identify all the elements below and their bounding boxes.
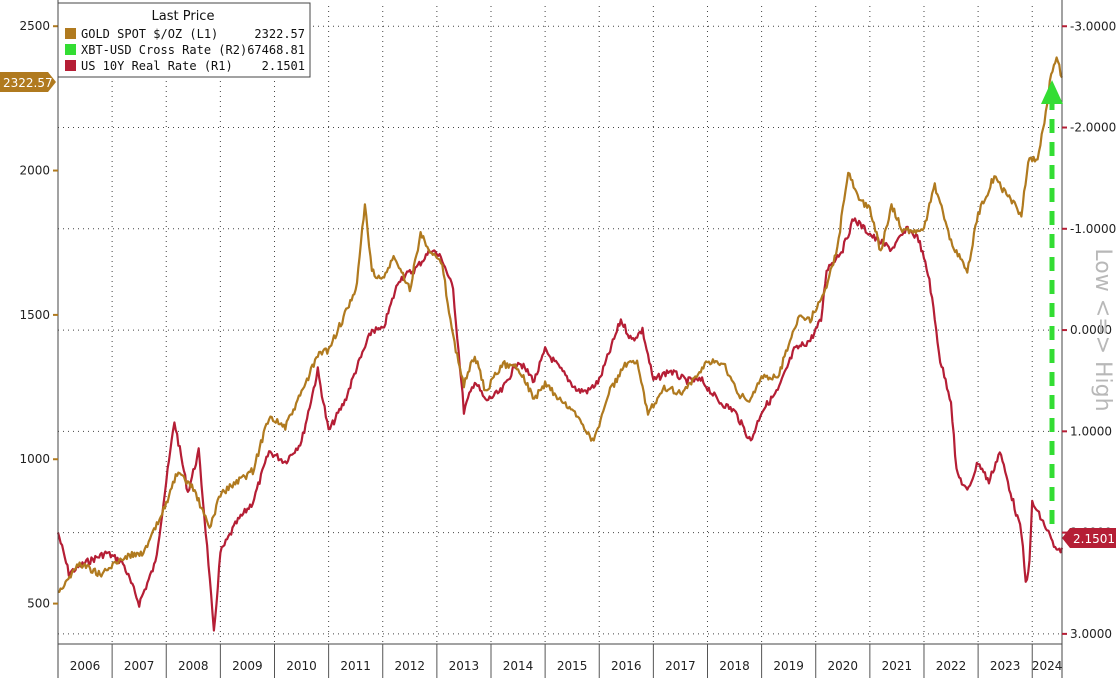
x-tick-label: 2014 [503,659,534,673]
legend-swatch [65,28,76,39]
right-tick-label: 1.0000 [1070,424,1112,438]
legend: Last Price GOLD SPOT $/OZ (L1) 2322.57 XBT… [57,2,311,78]
series-line-gold [57,56,1063,594]
left-tick-label: 500 [27,597,50,611]
left-tick-label: 2500 [19,19,50,33]
legend-series-name: XBT-USD Cross Rate (R2) [81,43,247,57]
legend-series-name: US 10Y Real Rate (R1) [81,59,233,73]
x-tick-label: 2007 [124,659,155,673]
legend-box [57,2,311,78]
green-dashed-arrow [1041,80,1063,524]
left-last-price-tag: 2322.57 [0,72,56,92]
legend-series-name: GOLD SPOT $/OZ (L1) [81,27,218,41]
right-tick-label: 0.0000 [1070,323,1112,337]
left-tag-shape [0,72,56,92]
axes [57,0,1063,678]
legend-title: Last Price [152,9,215,24]
x-tick-label: 2015 [557,659,588,673]
left-tick-label: 1000 [19,452,50,466]
right-tick-label: -1.0000 [1070,222,1116,236]
left-tag-value: 2322.57 [3,76,53,90]
x-tick-label: 2009 [232,659,263,673]
legend-last-value: 67468.81 [247,43,305,57]
x-tick-label: 2010 [286,659,317,673]
x-tick-label: 2008 [178,659,209,673]
left-axis: 500 1000 1500 2000 2500 [19,19,58,611]
x-tick-label: 2013 [449,659,480,673]
x-axis: 2006 2007 2008 2009 2010 2011 2012 2013 2014 2015… [70,644,1063,678]
arrow-head [1041,80,1063,104]
left-tick-label: 2000 [19,164,50,178]
right-tick-label: 3.0000 [1070,627,1112,641]
right-tick-label: -3.0000 [1070,19,1116,33]
legend-last-value: 2322.57 [254,27,305,41]
x-tick-label: 2022 [936,659,967,673]
x-tick-label: 2006 [70,659,101,673]
x-tick-label: 2016 [611,659,642,673]
x-tick-label: 2024 [1032,659,1063,673]
x-tick-label: 2018 [719,659,750,673]
x-tick-label: 2017 [665,659,696,673]
x-tick-label: 2020 [828,659,859,673]
x-tick-label: 2023 [990,659,1021,673]
x-tick-label: 2019 [773,659,804,673]
x-tick-label: 2012 [395,659,426,673]
legend-swatch [65,60,76,71]
right-tag-value: 2.1501 [1073,532,1115,546]
x-tick-label: 2011 [340,659,371,673]
series-line-real-rate [56,217,1064,632]
right-tick-label: -2.0000 [1070,121,1116,135]
x-tick-label: 2021 [882,659,913,673]
left-tick-label: 1500 [19,308,50,322]
legend-entries: GOLD SPOT $/OZ (L1) 2322.57 XBT-USD Cross … [65,27,305,73]
legend-last-value: 2.1501 [262,59,305,73]
right-axis-side-label: Low <=> High [1090,248,1115,411]
legend-swatch [65,44,76,55]
series-layer [56,56,1064,632]
right-tag-shape [1062,528,1116,548]
right-last-rate-tag: 2.1501 [1062,528,1116,548]
